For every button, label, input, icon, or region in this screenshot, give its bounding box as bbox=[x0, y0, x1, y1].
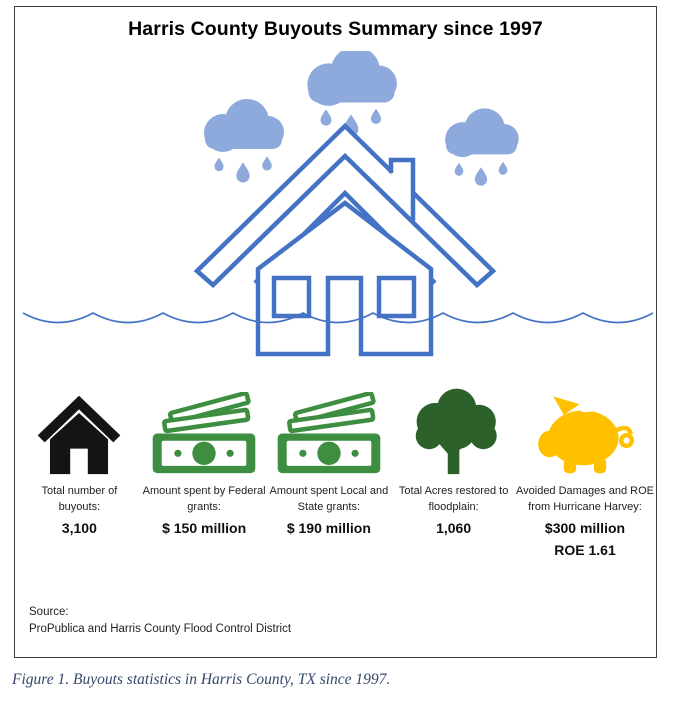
stat-value: $ 190 million bbox=[286, 519, 371, 536]
money-bills-icon bbox=[152, 392, 256, 474]
stat-value: $300 million ROE 1.61 bbox=[544, 519, 626, 558]
rain-cloud-icon bbox=[445, 108, 519, 186]
figure-title: Harris County Buyouts Summary since 1997 bbox=[128, 18, 543, 40]
stat-label: Avoided Damages and ROE from Hurricane H… bbox=[516, 485, 654, 513]
source-heading: Source: bbox=[29, 606, 69, 618]
stat-value: 1,060 bbox=[436, 519, 472, 536]
stat-total-buyouts: Total number of buyouts: 3,100 bbox=[17, 381, 142, 561]
stat-label: Amount spent Local and State grants: bbox=[269, 485, 389, 513]
figure-frame: Harris County Buyouts Summary since 1997 bbox=[14, 6, 657, 658]
source-note: Source: ProPublica and Harris County Flo… bbox=[29, 604, 291, 639]
piggy-bank-icon bbox=[538, 396, 635, 474]
stat-avoided-damages: Avoided Damages and ROE from Hurricane H… bbox=[516, 381, 654, 561]
stats-row: Total number of buyouts: 3,100 bbox=[17, 381, 654, 561]
stat-value: $ 150 million bbox=[162, 519, 247, 536]
stat-label: Total Acres restored to floodplain: bbox=[398, 485, 509, 513]
tree-icon bbox=[415, 388, 497, 475]
figure-caption: Figure 1. Buyouts statistics in Harris C… bbox=[12, 671, 391, 688]
stat-value: 3,100 bbox=[61, 519, 97, 536]
stat-label: Total number of buyouts: bbox=[41, 485, 118, 513]
rain-cloud-icon bbox=[307, 51, 397, 137]
flooded-house-illustration bbox=[22, 51, 654, 357]
stat-federal-grants: Amount spent by Federal grants: $ 150 mi… bbox=[142, 381, 267, 561]
stat-acres-restored: Total Acres restored to floodplain: 1,06… bbox=[391, 381, 516, 561]
house-icon bbox=[38, 395, 121, 475]
stat-local-state-grants: Amount spent Local and State grants: $ 1… bbox=[267, 381, 392, 561]
house-outline bbox=[193, 122, 497, 357]
stat-label: Amount spent by Federal grants: bbox=[142, 485, 266, 513]
money-bills-icon bbox=[277, 392, 381, 474]
rain-cloud-icon bbox=[204, 99, 284, 183]
source-text: ProPublica and Harris County Flood Contr… bbox=[29, 623, 292, 636]
flood-water-wave bbox=[22, 312, 654, 324]
